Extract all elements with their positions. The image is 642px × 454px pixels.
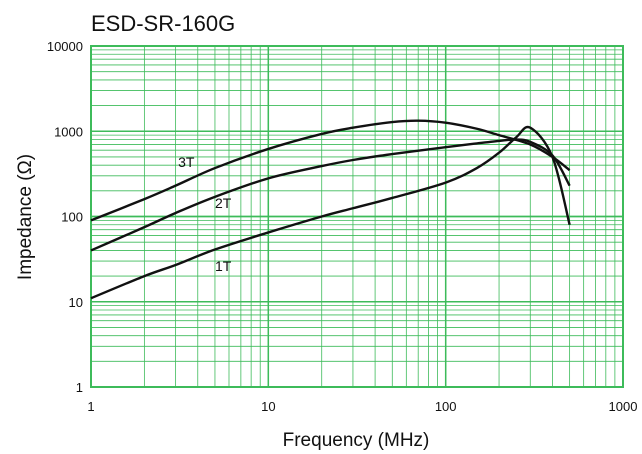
- grid: [90, 45, 624, 388]
- y-tick-label: 100: [61, 210, 83, 225]
- series-line-1T: [90, 125, 571, 300]
- curve-label-3T: 3T: [178, 154, 195, 170]
- curve-label-1T: 1T: [215, 258, 232, 274]
- series-line-3T: [90, 119, 571, 222]
- y-tick-label: 10000: [47, 39, 83, 54]
- tick-labels: 1 10 100 1000 1 10 100 1000 10000: [47, 39, 638, 414]
- plot-frame: [90, 45, 624, 388]
- y-axis-label: Impedance (Ω): [15, 154, 36, 280]
- series-line-2T: [90, 138, 571, 252]
- x-axis-label: Frequency (MHz): [283, 430, 430, 451]
- y-tick-label: 1000: [54, 124, 83, 139]
- curve-label-2T: 2T: [215, 195, 232, 211]
- y-tick-label: 1: [76, 380, 83, 395]
- x-tick-label: 100: [435, 399, 457, 414]
- curves: [90, 119, 571, 300]
- x-tick-label: 10: [261, 399, 275, 414]
- chart-title: ESD-SR-160G: [91, 11, 235, 36]
- x-tick-label: 1000: [609, 399, 638, 414]
- y-tick-label: 10: [69, 295, 83, 310]
- x-tick-label: 1: [87, 399, 94, 414]
- curve-labels: 3T 2T 1T: [178, 154, 232, 274]
